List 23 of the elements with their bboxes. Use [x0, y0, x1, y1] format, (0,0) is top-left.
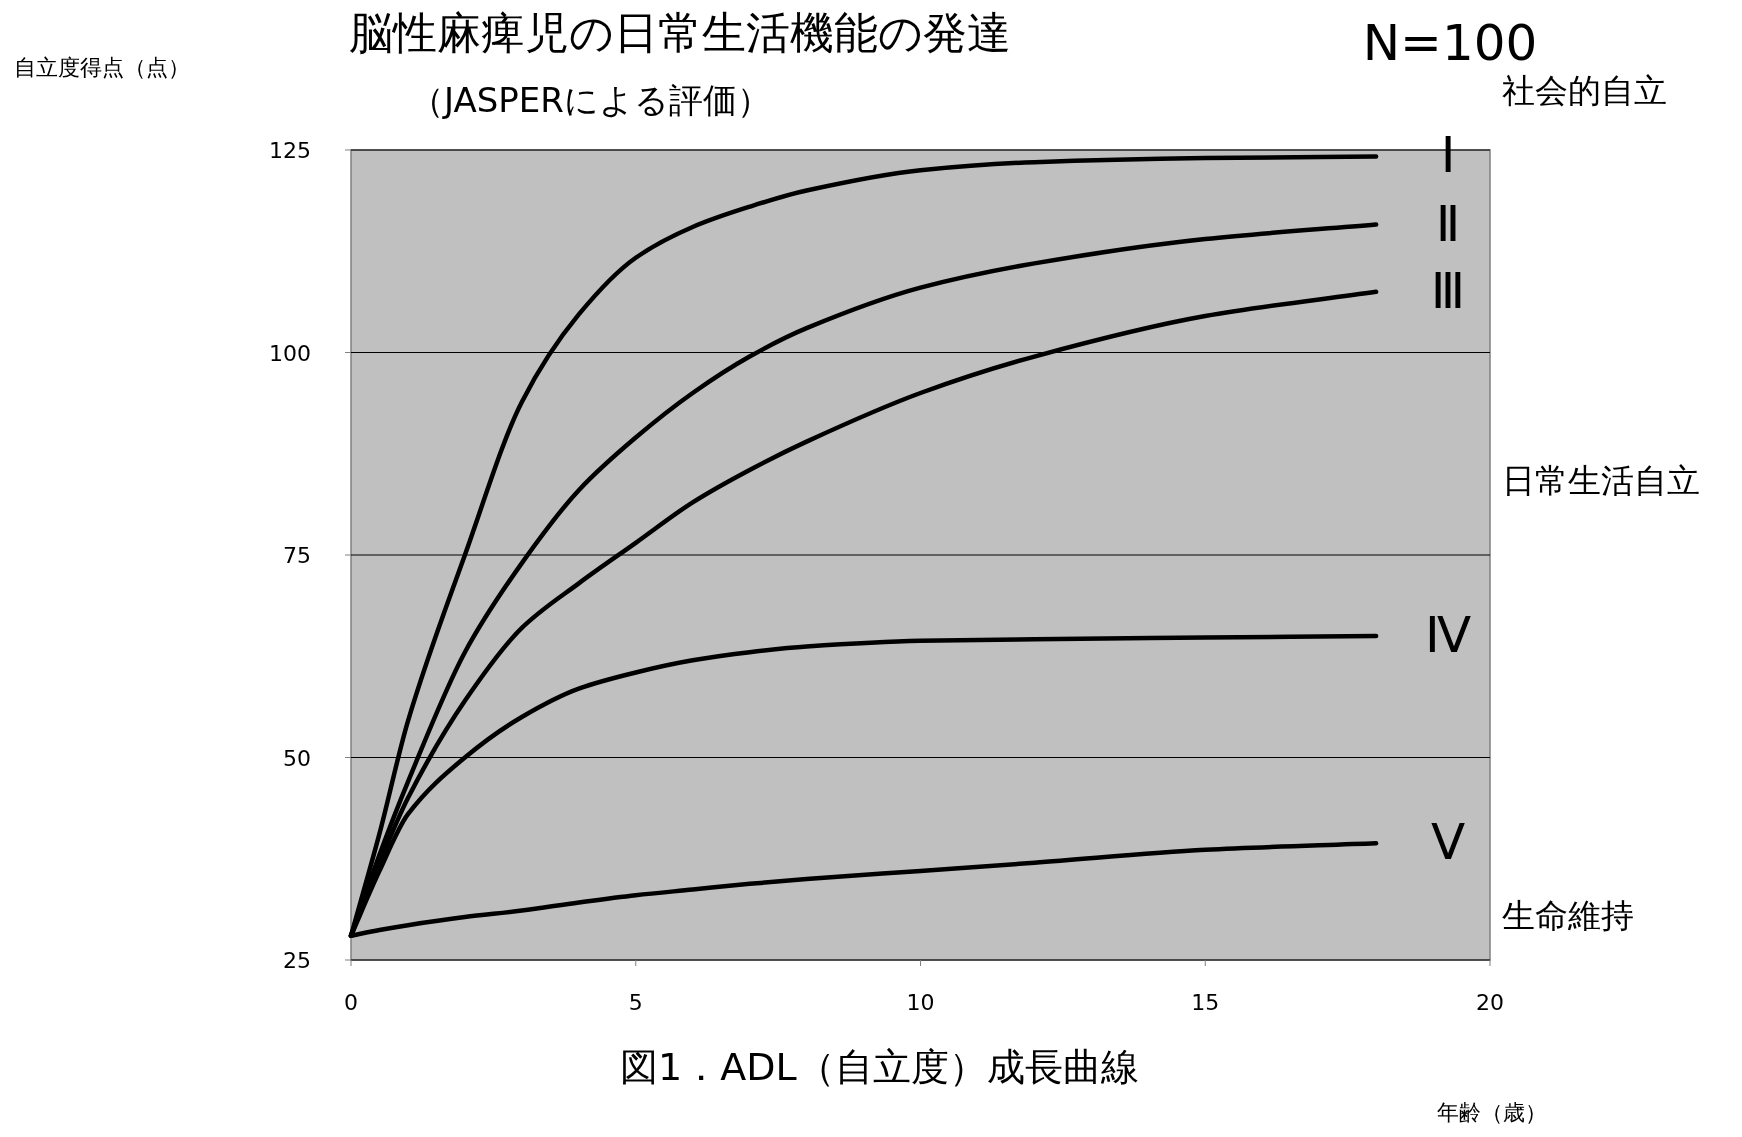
y-tick-label: 50	[283, 745, 311, 771]
chart-title: 脳性麻痺児の日常生活機能の発達	[349, 7, 1011, 58]
x-axis-title: 年齢（歳）	[1437, 1100, 1547, 1125]
y-tick-label: 25	[283, 948, 311, 973]
text: 生命維持	[1502, 896, 1634, 935]
series-label: Ⅳ	[1425, 606, 1472, 664]
x-tick-label: 10	[906, 990, 935, 1015]
x-tick-label: 20	[1476, 990, 1504, 1015]
series-label: Ⅲ	[1430, 261, 1466, 320]
y-axis-title: 自立度得点（点）	[14, 55, 190, 80]
x-tick-label: 0	[344, 990, 358, 1015]
x-tick-label: 15	[1191, 990, 1220, 1015]
x-tick-label: 5	[628, 990, 643, 1015]
series-label: Ⅴ	[1430, 813, 1466, 872]
text: 社会的自立	[1502, 71, 1667, 110]
y-tick-label: 100	[269, 340, 311, 366]
caption: 図1．ADL（自立度）成長曲線	[620, 1045, 1139, 1089]
text: N=100	[1362, 14, 1538, 72]
text: 日常生活自立	[1502, 461, 1700, 500]
y-tick-label: 75	[283, 543, 311, 568]
y-tick-label: 125	[269, 138, 311, 163]
chart-subtitle: （JASPERによる評価）	[410, 80, 771, 120]
series-label: Ⅱ	[1435, 194, 1461, 253]
